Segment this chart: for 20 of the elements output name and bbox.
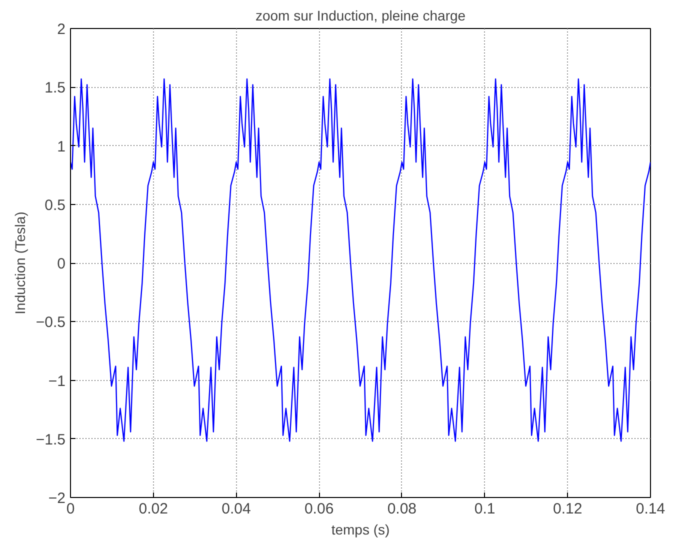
y-tick-label: 0: [57, 256, 66, 272]
y-tick-label: −0.5: [36, 314, 66, 332]
y-tick-label: 0.5: [44, 196, 66, 214]
x-tick-label: 0.08: [387, 500, 417, 518]
y-tick-label: 1: [57, 138, 66, 156]
x-axis-title: temps (s): [331, 522, 390, 538]
y-tick-label: 1.5: [44, 80, 66, 97]
y-tick-label: −1: [48, 372, 66, 390]
y-tick-label: 2: [57, 21, 66, 38]
x-tick-label: 0.04: [222, 500, 251, 518]
line-series: [70, 78, 650, 442]
x-tick-label: 0.1: [474, 500, 496, 518]
x-tick-label: 0.14: [636, 500, 666, 518]
x-tick-label: 0.06: [304, 500, 334, 518]
y-tick-label: −2: [48, 490, 66, 507]
y-tick-label: −1.5: [36, 431, 66, 448]
x-tick-label: 0.02: [138, 500, 168, 518]
x-tick-label: 0.12: [553, 500, 582, 518]
y-axis-title: Induction (Tesla): [12, 212, 28, 314]
chart-title: zoom sur Induction, pleine charge: [255, 8, 466, 24]
